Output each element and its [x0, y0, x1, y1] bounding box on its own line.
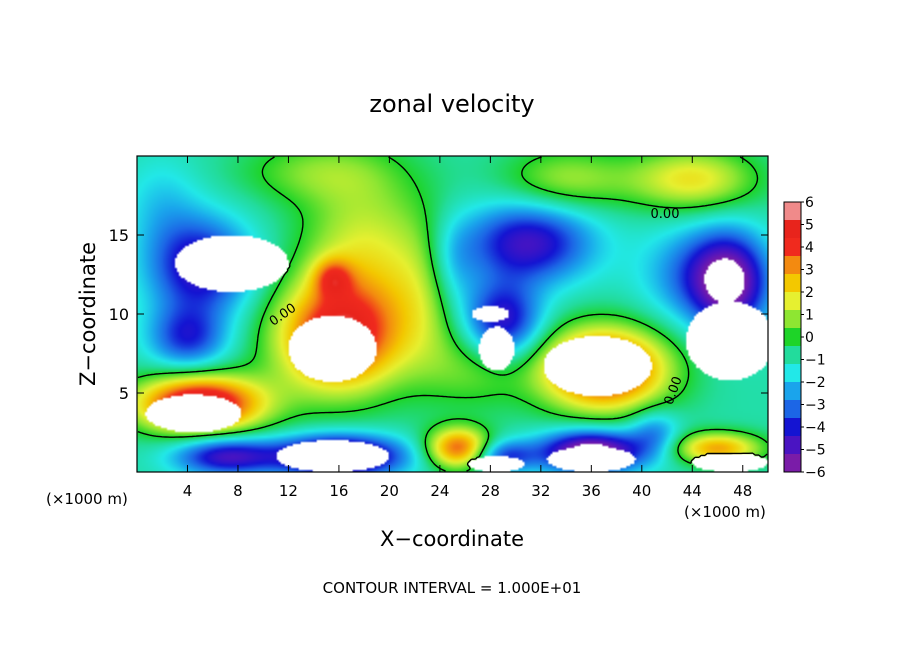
x-axis-ticks: 4 8 12 16 20 24 28 32 36 40 44 48 — [183, 156, 752, 500]
colorbar-tick-label: 0 — [805, 330, 814, 346]
colorbar-swatch — [784, 202, 801, 221]
x-tick-label: 16 — [329, 482, 348, 500]
colorbar-tick-label: 6 — [805, 195, 814, 211]
colorbar-swatch — [784, 364, 801, 383]
colorbar-tick-label: −4 — [805, 420, 826, 436]
y-tick-label: 10 — [109, 305, 129, 324]
x-units-left: (×1000 m) — [46, 490, 128, 508]
contour-label: 0.00 — [651, 207, 680, 222]
x-tick-label: 20 — [380, 482, 399, 500]
colorbar-swatch — [784, 238, 801, 257]
x-axis-label: X−coordinate — [380, 527, 524, 551]
y-tick-label: 5 — [119, 384, 129, 403]
colorbar-tick-label: 5 — [805, 218, 814, 234]
x-tick-label: 28 — [481, 482, 500, 500]
chart-title: zonal velocity — [369, 90, 534, 118]
x-tick-label: 44 — [683, 482, 702, 500]
x-units-right: (×1000 m) — [684, 503, 766, 521]
colorbar-tick-label: 1 — [805, 308, 814, 324]
x-tick-label: 12 — [279, 482, 298, 500]
colorbar-swatch — [784, 274, 801, 293]
colorbar-tick-label: −2 — [805, 375, 826, 391]
x-tick-label: 36 — [582, 482, 601, 500]
contour-interval-note: CONTOUR INTERVAL = 1.000E+01 — [323, 579, 582, 597]
contour-lines — [137, 156, 768, 472]
colorbar-tick-label: 4 — [805, 240, 814, 256]
colorbar-swatch — [784, 400, 801, 419]
colorbar-swatch — [784, 382, 801, 401]
colorbar-swatch — [784, 418, 801, 437]
x-tick-label: 40 — [632, 482, 651, 500]
colorbar-swatch — [784, 346, 801, 365]
colorbar-tick-label: −3 — [805, 398, 826, 414]
colorbar-tick-label: 3 — [805, 263, 814, 279]
x-tick-label: 24 — [430, 482, 449, 500]
colorbar-tick-label: −6 — [805, 465, 826, 481]
colorbar-swatch — [784, 436, 801, 455]
colorbar-swatch — [784, 310, 801, 329]
y-axis-label: Z−coordinate — [76, 242, 100, 386]
colorbar-tick-label: −5 — [805, 443, 826, 459]
colorbar-tick-label: 2 — [805, 285, 814, 301]
colorbar-swatch — [784, 454, 801, 473]
y-axis-ticks: 5 10 15 — [109, 226, 768, 403]
colorbar: 6 5 4 3 2 1 0 −1 −2 −3 −4 −5 −6 — [783, 195, 826, 481]
colorbar-tick-label: −1 — [805, 353, 826, 369]
colorbar-swatch — [784, 220, 801, 239]
x-tick-label: 48 — [733, 482, 752, 500]
x-tick-label: 32 — [531, 482, 550, 500]
colorbar-swatch — [784, 328, 801, 347]
colorbar-swatch — [784, 256, 801, 275]
colorbar-swatch — [784, 292, 801, 311]
heatmap-image — [137, 156, 768, 472]
x-tick-label: 4 — [183, 482, 193, 500]
x-tick-label: 8 — [233, 482, 243, 500]
zero-contour — [137, 156, 768, 472]
y-tick-label: 15 — [109, 226, 129, 245]
